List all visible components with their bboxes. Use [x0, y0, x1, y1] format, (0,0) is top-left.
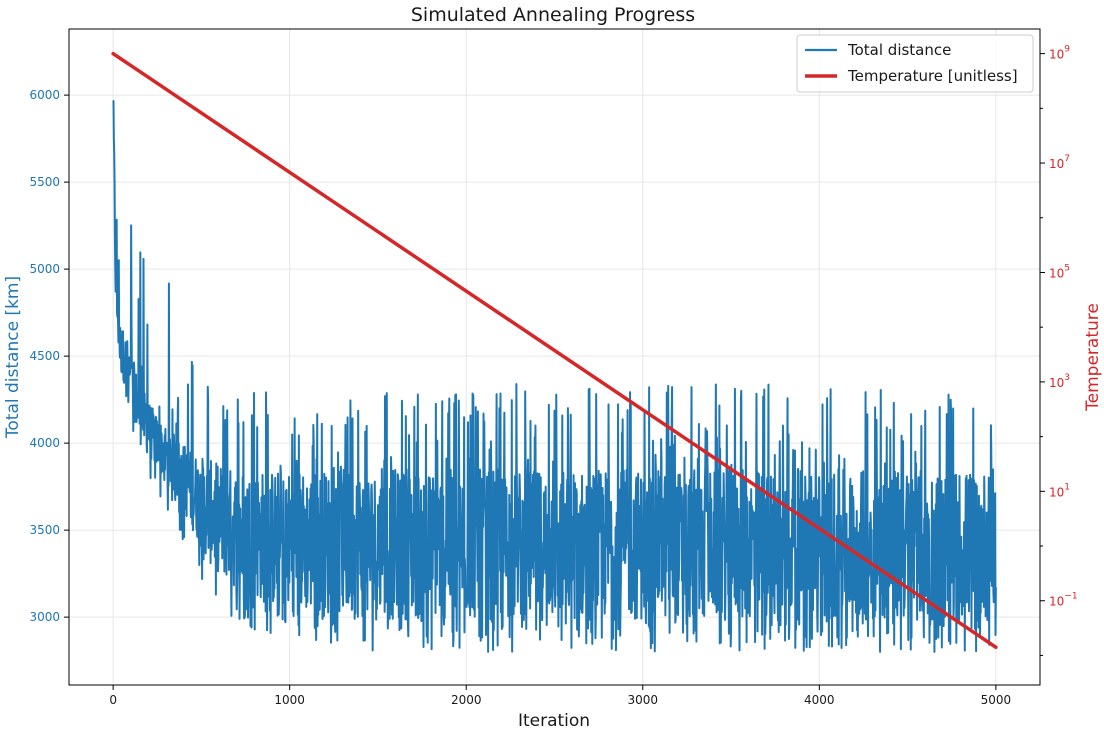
x-tick-label-1: 1000 [274, 693, 305, 707]
temperature-line [111, 51, 998, 649]
y-right-tick-exponent-4: 7 [1064, 154, 1070, 164]
legend-label-temperature: Temperature [unitless] [847, 67, 1018, 85]
y-right-tick-exponent-0: −1 [1064, 592, 1077, 602]
y-left-tick-label-2: 4000 [29, 436, 60, 450]
y-right-tick-exponent-2: 3 [1064, 373, 1070, 383]
x-tick-label-3: 3000 [627, 693, 658, 707]
x-tick-label-2: 2000 [451, 693, 482, 707]
y-axis-left-title: Total distance [km] [3, 276, 23, 439]
y-axis-right-title: Temperature [1083, 303, 1103, 412]
x-axis-title: Iteration [518, 711, 590, 731]
y-right-tick-exponent-3: 5 [1064, 263, 1070, 273]
legend-label-distance: Total distance [847, 41, 951, 59]
plot-frame [68, 28, 1041, 686]
distance-line [112, 100, 997, 653]
x-tick-label-4: 4000 [804, 693, 835, 707]
x-tick-label-0: 0 [109, 693, 117, 707]
x-tick-label-5: 5000 [981, 693, 1012, 707]
y-left-tick-label-5: 5500 [29, 175, 60, 189]
y-left-tick-label-1: 3500 [29, 523, 60, 537]
distance-series [112, 100, 997, 653]
legend: Total distance Temperature [unitless] [796, 34, 1034, 93]
y-right-tick-exponent-5: 9 [1064, 45, 1070, 55]
legend-box [796, 34, 1034, 93]
y-left-tick-label-4: 5000 [29, 262, 60, 276]
x-axis: 0 1000 2000 3000 4000 5000 [109, 685, 1011, 707]
temperature-series [111, 51, 998, 649]
y-axis-left: 3000 3500 4000 4500 5000 5500 6000 [29, 88, 69, 624]
y-left-tick-label-3: 4500 [29, 349, 60, 363]
y-right-tick-exponent-1: 1 [1064, 482, 1070, 492]
y-left-tick-label-6: 6000 [29, 88, 60, 102]
chart-title: Simulated Annealing Progress [411, 4, 695, 26]
y-left-tick-label-0: 3000 [29, 610, 60, 624]
